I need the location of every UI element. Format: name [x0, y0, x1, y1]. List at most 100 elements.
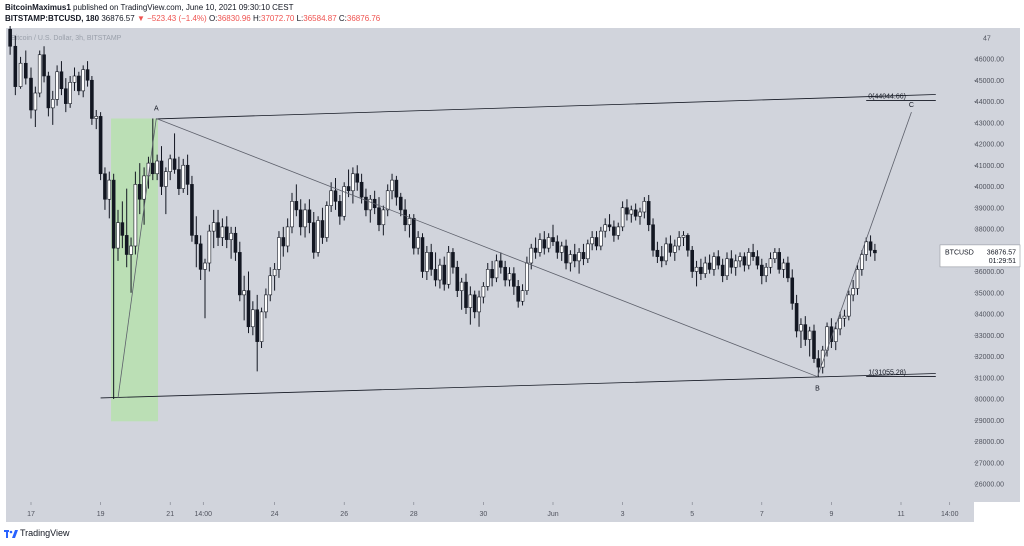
- candle: [842, 309, 847, 327]
- candle-body-up: [390, 179, 394, 192]
- candle: [407, 214, 412, 238]
- down-arrow-icon: ▼: [136, 14, 145, 23]
- candle-body-up: [638, 211, 642, 217]
- candle: [238, 241, 242, 302]
- candle: [612, 220, 616, 242]
- channel-upper-line: [156, 94, 936, 120]
- candle: [233, 226, 238, 261]
- time-tick-label: Jun: [547, 511, 558, 518]
- close-value: 36876.76: [346, 14, 381, 23]
- candle-body-down: [686, 235, 690, 251]
- candle: [555, 235, 560, 259]
- candle: [790, 269, 795, 310]
- high-label: H:: [253, 14, 261, 23]
- candle-body-down: [790, 277, 795, 304]
- candle-body-up: [677, 237, 681, 247]
- candle-body-down: [720, 264, 725, 277]
- candle-body-up: [546, 237, 551, 249]
- candle: [459, 277, 464, 310]
- candle: [712, 252, 716, 276]
- candle: [546, 233, 551, 253]
- candle: [781, 258, 786, 278]
- candle-body-down: [103, 173, 107, 200]
- candle-body-up: [725, 258, 729, 277]
- annotation-label: C: [909, 102, 914, 109]
- candle-body-up: [642, 201, 647, 213]
- candle-body-down: [581, 252, 586, 260]
- candle-body-up: [860, 254, 864, 270]
- candle: [290, 192, 294, 234]
- candle: [390, 173, 394, 200]
- candle-body-down: [185, 164, 190, 185]
- candle: [220, 218, 225, 246]
- candle-body-up: [342, 186, 347, 217]
- candle: [18, 56, 23, 89]
- candle: [8, 26, 12, 55]
- tradingview-logo-icon[interactable]: [4, 529, 18, 539]
- candle-body-down: [542, 239, 547, 249]
- candle-body-down: [111, 179, 116, 249]
- author-name[interactable]: BitcoinMaximus1: [5, 3, 71, 12]
- candle-body-up: [368, 198, 373, 211]
- candle: [246, 271, 251, 334]
- candle: [411, 214, 416, 255]
- candle: [120, 201, 125, 249]
- candle: [85, 61, 90, 87]
- candle: [868, 235, 873, 257]
- candle-body-down: [216, 222, 220, 238]
- candle-body-up: [694, 266, 699, 272]
- candle-body-up: [672, 245, 677, 253]
- candle: [255, 294, 259, 372]
- candle: [251, 301, 255, 336]
- highlight-layer: [111, 118, 159, 422]
- tradingview-brand[interactable]: TradingView: [20, 528, 70, 538]
- annotation-label: 0(44044.66): [868, 94, 906, 101]
- candle: [651, 218, 655, 257]
- price-tick-label: 46000.00: [975, 57, 1004, 64]
- drawing-layer[interactable]: [100, 94, 936, 399]
- candle: [816, 350, 821, 377]
- price-chart[interactable]: Bitcoin / U.S. Dollar, 3h, BITSTAMP 4600…: [0, 26, 1024, 524]
- candle-body-down: [555, 241, 560, 253]
- candle-body-down: [90, 79, 94, 119]
- candle: [442, 256, 447, 291]
- candle-body-down: [46, 75, 51, 109]
- candle-body-down: [377, 207, 381, 226]
- candle: [481, 282, 486, 304]
- candle: [181, 158, 186, 193]
- candle-body-up: [773, 252, 777, 260]
- price-tick-label: 26000.00: [975, 482, 1004, 489]
- candle-body-up: [72, 75, 77, 83]
- low-label: L:: [296, 14, 304, 23]
- time-axis-background: [6, 502, 974, 522]
- candle-body-down: [625, 207, 629, 215]
- price-change: −523.43 (−1.4%): [147, 14, 207, 23]
- candle-body-up: [481, 286, 486, 298]
- candle: [155, 154, 159, 181]
- candle-body-down: [751, 252, 755, 257]
- candle: [638, 207, 642, 225]
- price-axis[interactable]: 46000.00 45000.00 44000.00 43000.00 42000.00…: [939, 35, 1021, 489]
- annotation-label: 1(31055.28): [868, 370, 906, 377]
- time-tick-label: 7: [760, 511, 764, 518]
- candle: [142, 167, 146, 225]
- candle-body-down: [346, 186, 351, 192]
- candle-body-up: [316, 220, 320, 253]
- candle-body-down: [172, 158, 177, 170]
- time-axis[interactable]: 17 19 21 14:00 24 26 28 30 Jun 3 5 7 9 11 14:00: [27, 502, 959, 518]
- candle-body-up: [290, 201, 294, 228]
- candle-body-down: [646, 201, 651, 226]
- candle-body-up: [55, 71, 59, 100]
- candle: [133, 171, 138, 255]
- candle: [13, 35, 18, 96]
- candle: [294, 184, 299, 217]
- candle-body-up: [155, 160, 159, 175]
- candle: [268, 267, 273, 302]
- candle-body-up: [507, 273, 512, 281]
- candle: [694, 260, 699, 287]
- price-tick-label: 40000.00: [975, 184, 1004, 191]
- candle-body-up: [211, 222, 216, 232]
- chart-header: BitcoinMaximus1 published on TradingView…: [0, 0, 1024, 26]
- candle-body-down: [320, 220, 325, 238]
- candle: [812, 324, 816, 363]
